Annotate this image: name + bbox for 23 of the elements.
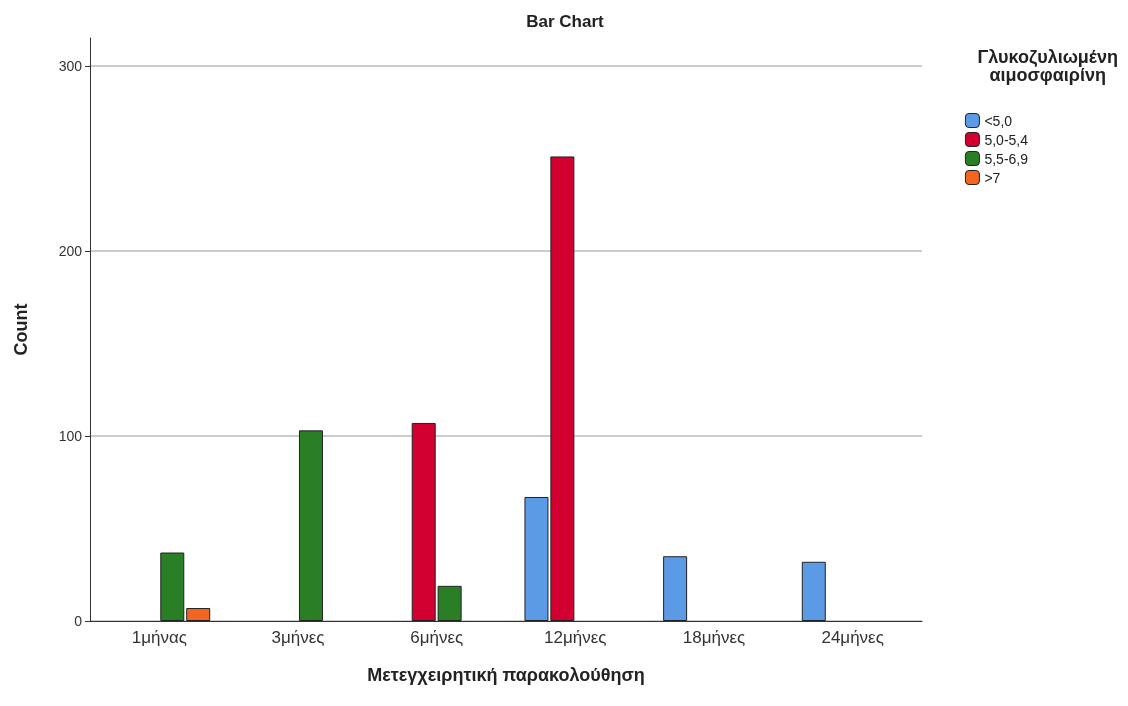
y-tick-label: 200 [58,242,83,259]
y-tick-label: 300 [58,57,83,74]
x-axis-title: Μετεγχειρητική παρακολούθηση [367,665,645,685]
bar [663,556,688,621]
x-tick-label: 12μήνες [544,628,607,647]
y-tick-label: 0 [74,613,83,629]
x-tick-label: 1μήνας [131,628,187,647]
legend-label: 5,0-5,4 [984,131,1029,148]
legend-title: Γλυκοζυλιωμένη αιμοσφαιρίνη [977,47,1118,85]
x-tick-label: 3μήνες [271,628,325,647]
x-tick-label: 6μήνες [410,628,464,647]
legend-label: >7 [984,169,1001,186]
bar [186,608,211,621]
bar [801,561,826,621]
bar [298,430,323,621]
legend-label: 5,5-6,9 [984,150,1029,167]
x-tick-label: 24μήνες [821,628,884,647]
bar [160,552,185,621]
x-tick-label: 18μήνες [682,628,746,647]
y-axis-title: Count [11,303,31,356]
chart-title: Bar Chart [526,12,605,31]
legend-label: <5,0 [984,112,1013,129]
y-tick-label: 100 [58,427,83,444]
